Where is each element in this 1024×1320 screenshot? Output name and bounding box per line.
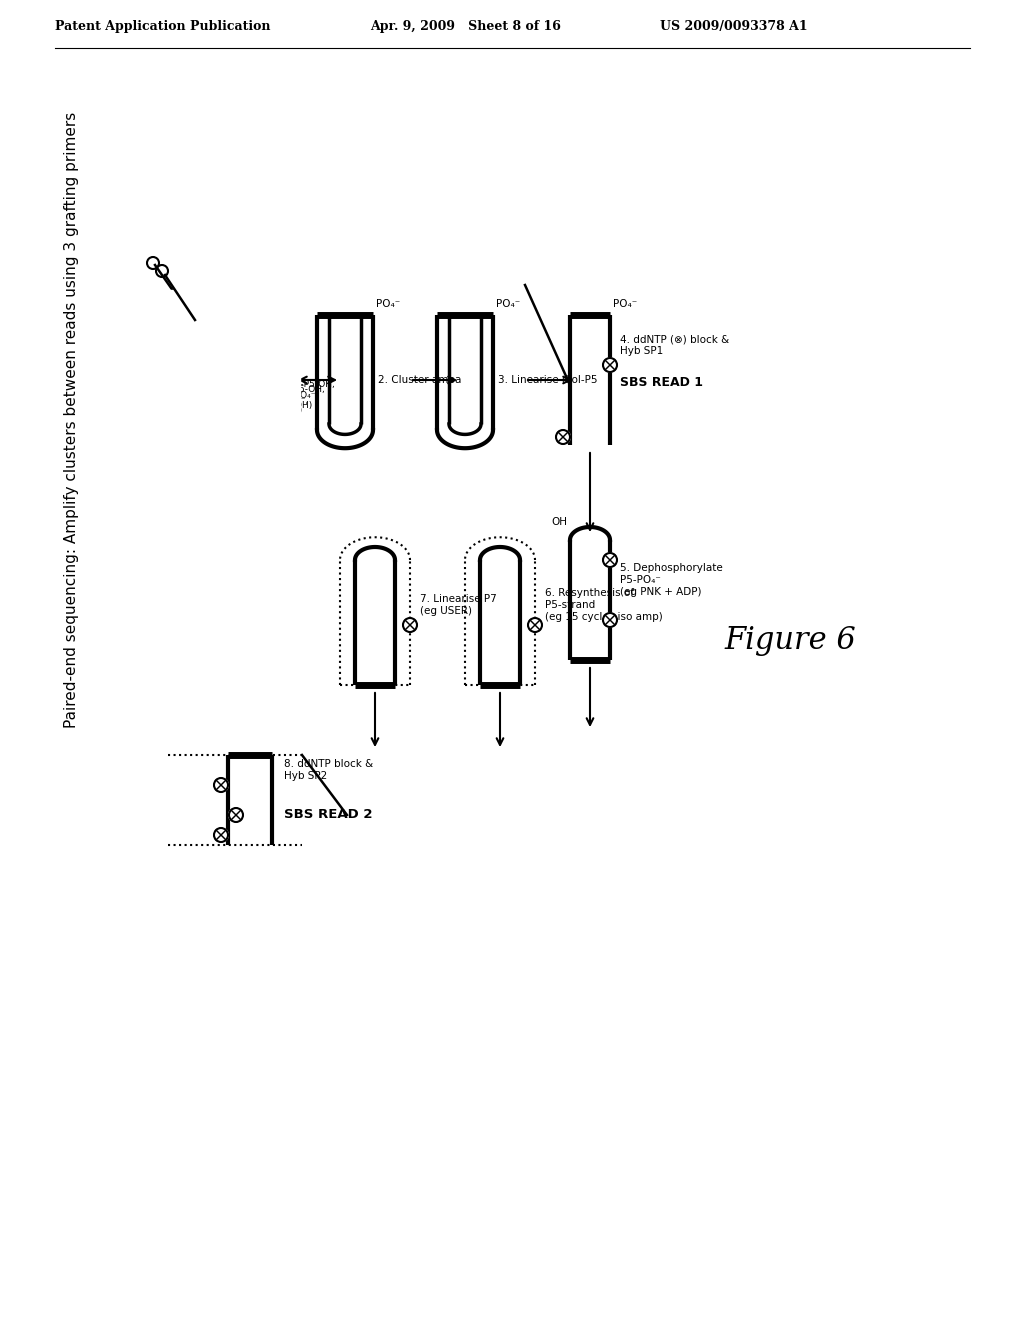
Text: Figure 6: Figure 6 (724, 624, 856, 656)
Text: OH: OH (169, 302, 185, 312)
Text: PO₄⁻: PO₄⁻ (376, 300, 400, 309)
Text: PO₄⁻: PO₄⁻ (223, 302, 247, 312)
Text: 4. ddNTP (⊗) block &
Hyb SP1: 4. ddNTP (⊗) block & Hyb SP1 (620, 334, 729, 356)
Circle shape (403, 618, 417, 632)
Text: OH: OH (182, 300, 198, 309)
Circle shape (214, 828, 228, 842)
Text: 1. Grafting
(5’-P5-T10-diol-P5-OH,
5’-P5-T10-P5-PO₄⁻,
5’-P5-T10-P7-OH): 1. Grafting (5’-P5-T10-diol-P5-OH, 5’-P5… (225, 375, 325, 414)
Circle shape (603, 553, 617, 568)
Text: OH: OH (154, 450, 170, 459)
Text: OH: OH (190, 450, 206, 459)
Text: OH: OH (159, 455, 175, 465)
Text: PO₄⁻: PO₄⁻ (496, 300, 520, 309)
Text: US 2009/0093378 A1: US 2009/0093378 A1 (660, 20, 808, 33)
Circle shape (229, 808, 243, 822)
Text: OH: OH (217, 455, 233, 465)
Text: 2. Cluster ampa: 2. Cluster ampa (378, 375, 462, 385)
Text: PO₄⁻: PO₄⁻ (217, 300, 242, 309)
Circle shape (214, 777, 228, 792)
Circle shape (603, 358, 617, 372)
Text: Paired-end sequencing: Amplify clusters between reads using 3 grafting primers: Paired-end sequencing: Amplify clusters … (65, 112, 80, 729)
Bar (130, 290, 300, 465)
Text: 8. ddNTP block &
Hyb SP2: 8. ddNTP block & Hyb SP2 (284, 759, 374, 781)
Text: 6. Resynthesis of
P5-strand
(eg 15 cycles iso amp): 6. Resynthesis of P5-strand (eg 15 cycle… (545, 589, 663, 622)
Text: Apr. 9, 2009   Sheet 8 of 16: Apr. 9, 2009 Sheet 8 of 16 (370, 20, 561, 33)
Text: PO₄⁻: PO₄⁻ (613, 300, 637, 309)
Text: 7. Linearise P7
(eg USER): 7. Linearise P7 (eg USER) (420, 594, 497, 616)
Text: SBS READ 2: SBS READ 2 (284, 808, 373, 821)
Text: 1. Grafting
(5’-P5-T10-diol-P5-OH,
5’-P5-T10-P5-PO₄⁻,
5’-P5-T10-P7-OH): 1. Grafting (5’-P5-T10-diol-P5-OH, 5’-P5… (234, 370, 335, 411)
Circle shape (556, 430, 570, 444)
Circle shape (528, 618, 542, 632)
Text: 3. Linearise diol-P5: 3. Linearise diol-P5 (498, 375, 597, 385)
Text: 5. Dephosphorylate
P5-PO₄⁻
(eg PNK + ADP): 5. Dephosphorylate P5-PO₄⁻ (eg PNK + ADP… (620, 564, 723, 597)
Text: OH: OH (551, 517, 567, 527)
Text: Patent Application Publication: Patent Application Publication (55, 20, 270, 33)
Circle shape (603, 612, 617, 627)
Text: SBS READ 1: SBS READ 1 (620, 376, 703, 389)
